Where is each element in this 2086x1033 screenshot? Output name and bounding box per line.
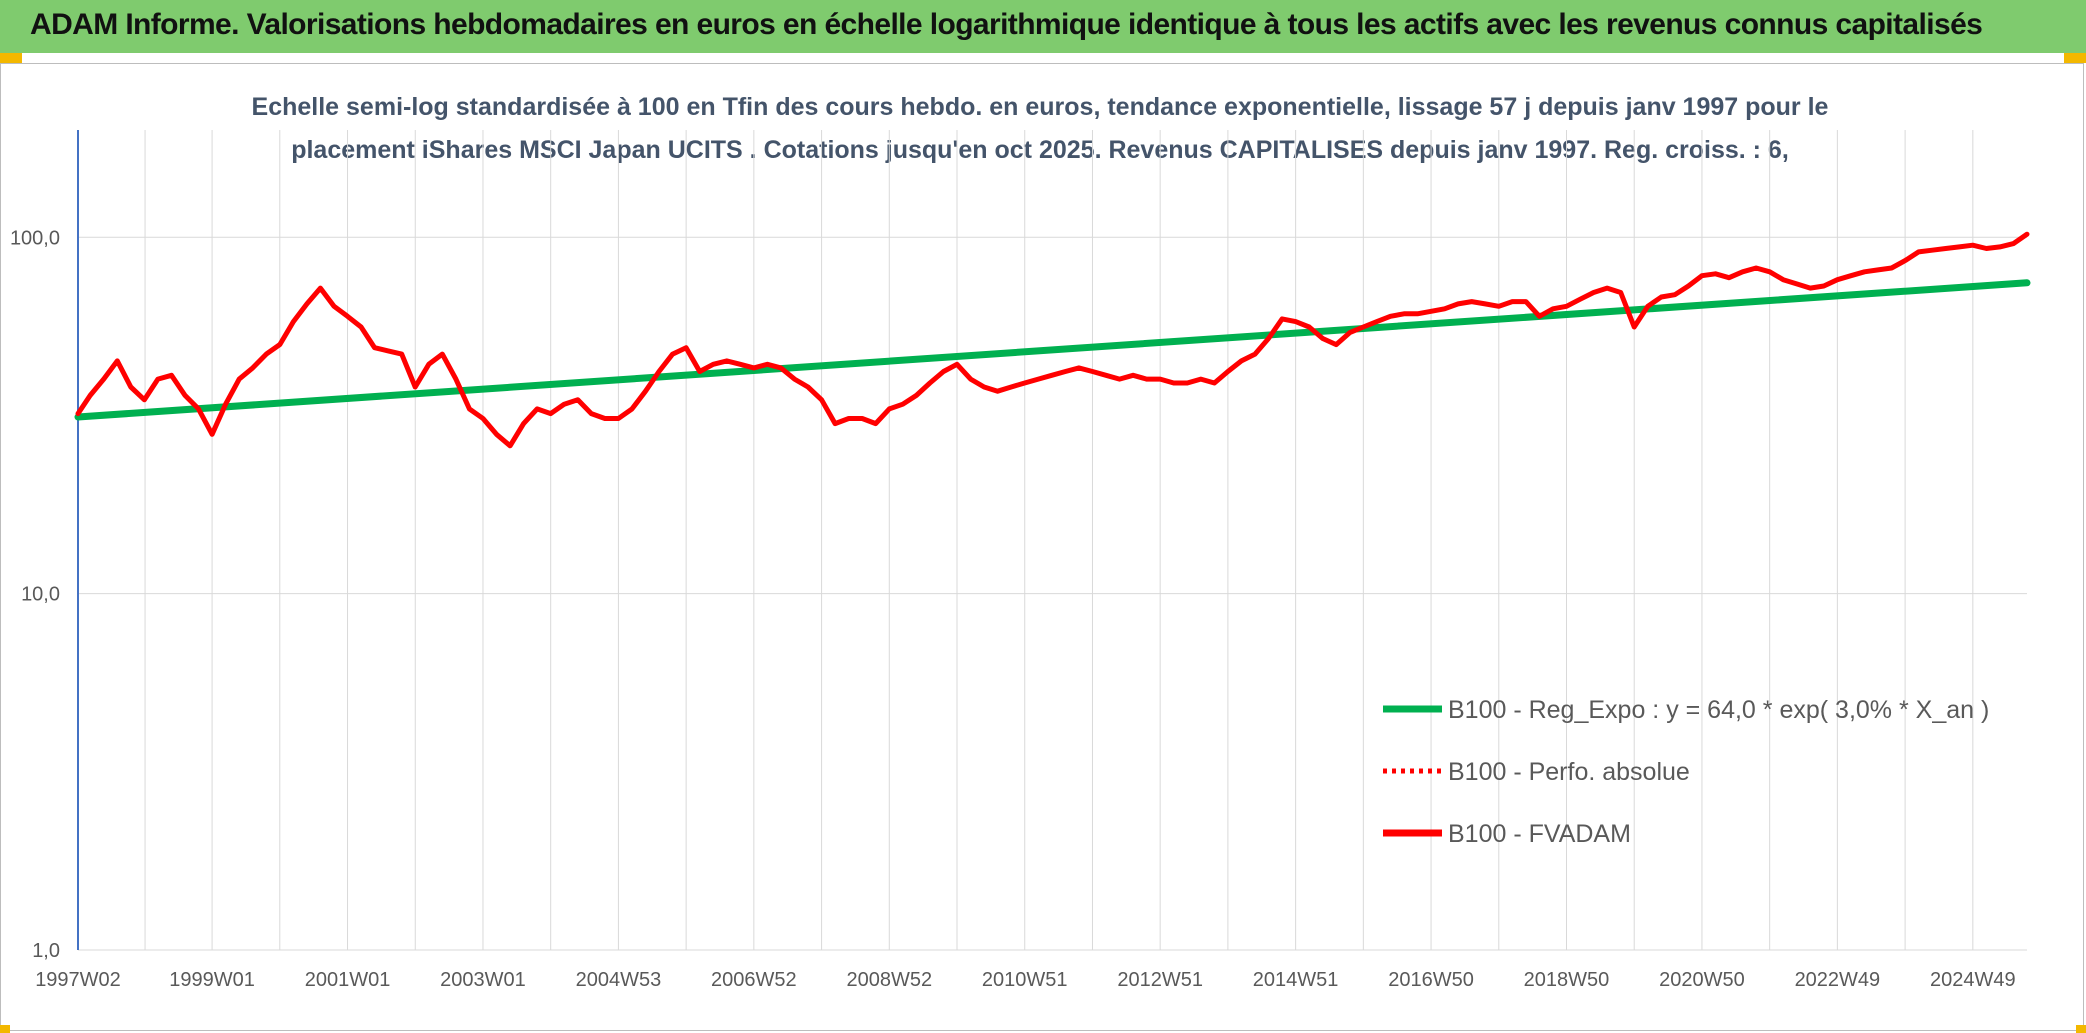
x-tick-label: 2008W52 [846,969,932,991]
chart-frame [0,63,2084,1031]
x-tick-label: 2022W49 [1795,969,1881,991]
series-line-fvadam [75,231,2030,449]
x-tick-label: 2016W50 [1388,969,1474,991]
x-tick-label: 2003W01 [440,969,526,991]
corner-accent-left [0,53,22,63]
legend-label-fvadam: B100 - FVADAM [1448,820,1631,848]
legend-label-trend: B100 - Reg_Expo : y = 64,0 * exp( 3,0% *… [1448,696,1989,724]
y-tick-label: 1,0 [32,940,60,962]
x-tick-label: 2001W01 [305,969,391,991]
report-title: ADAM Informe. Valorisations hebdomadaire… [30,8,1983,41]
x-tick-label: 2004W53 [576,969,662,991]
y-tick-label: 100,0 [10,227,60,249]
x-tick-label: 2012W51 [1117,969,1203,991]
trend-line [74,279,2031,421]
x-tick-label: 2014W51 [1253,969,1339,991]
x-tick-label: 1997W02 [35,969,121,991]
header-bar: ADAM Informe. Valorisations hebdomadaire… [0,0,2086,63]
x-tick-label: 2024W49 [1930,969,2016,991]
y-tick-label: 10,0 [21,584,60,606]
legend: B100 - Reg_Expo : y = 64,0 * exp( 3,0% *… [1383,696,1989,848]
axis-layer: 1997W02 1999W01 2001W01 2003W01 2004W53 2006W… [10,130,2016,991]
chart-subtitle-line-2: placement iShares MSCI Japan UCITS . Cot… [291,136,1789,164]
legend-label-perfo: B100 - Perfo. absolue [1448,758,1690,786]
x-tick-label: 2020W50 [1659,969,1745,991]
corner-accent-right [2064,53,2086,63]
chart-subtitle-line-1: Echelle semi-log standardisée à 100 en T… [252,93,1829,121]
x-tick-label: 1999W01 [169,969,255,991]
x-tick-label: 2010W51 [982,969,1068,991]
corner-accent-bottom-right [2076,1025,2086,1033]
grid-layer [77,130,2027,951]
series-layer [74,231,2031,449]
corner-accent-bottom-left [0,1025,10,1033]
x-tick-label: 2018W50 [1524,969,1610,991]
x-tick-label: 2006W52 [711,969,797,991]
